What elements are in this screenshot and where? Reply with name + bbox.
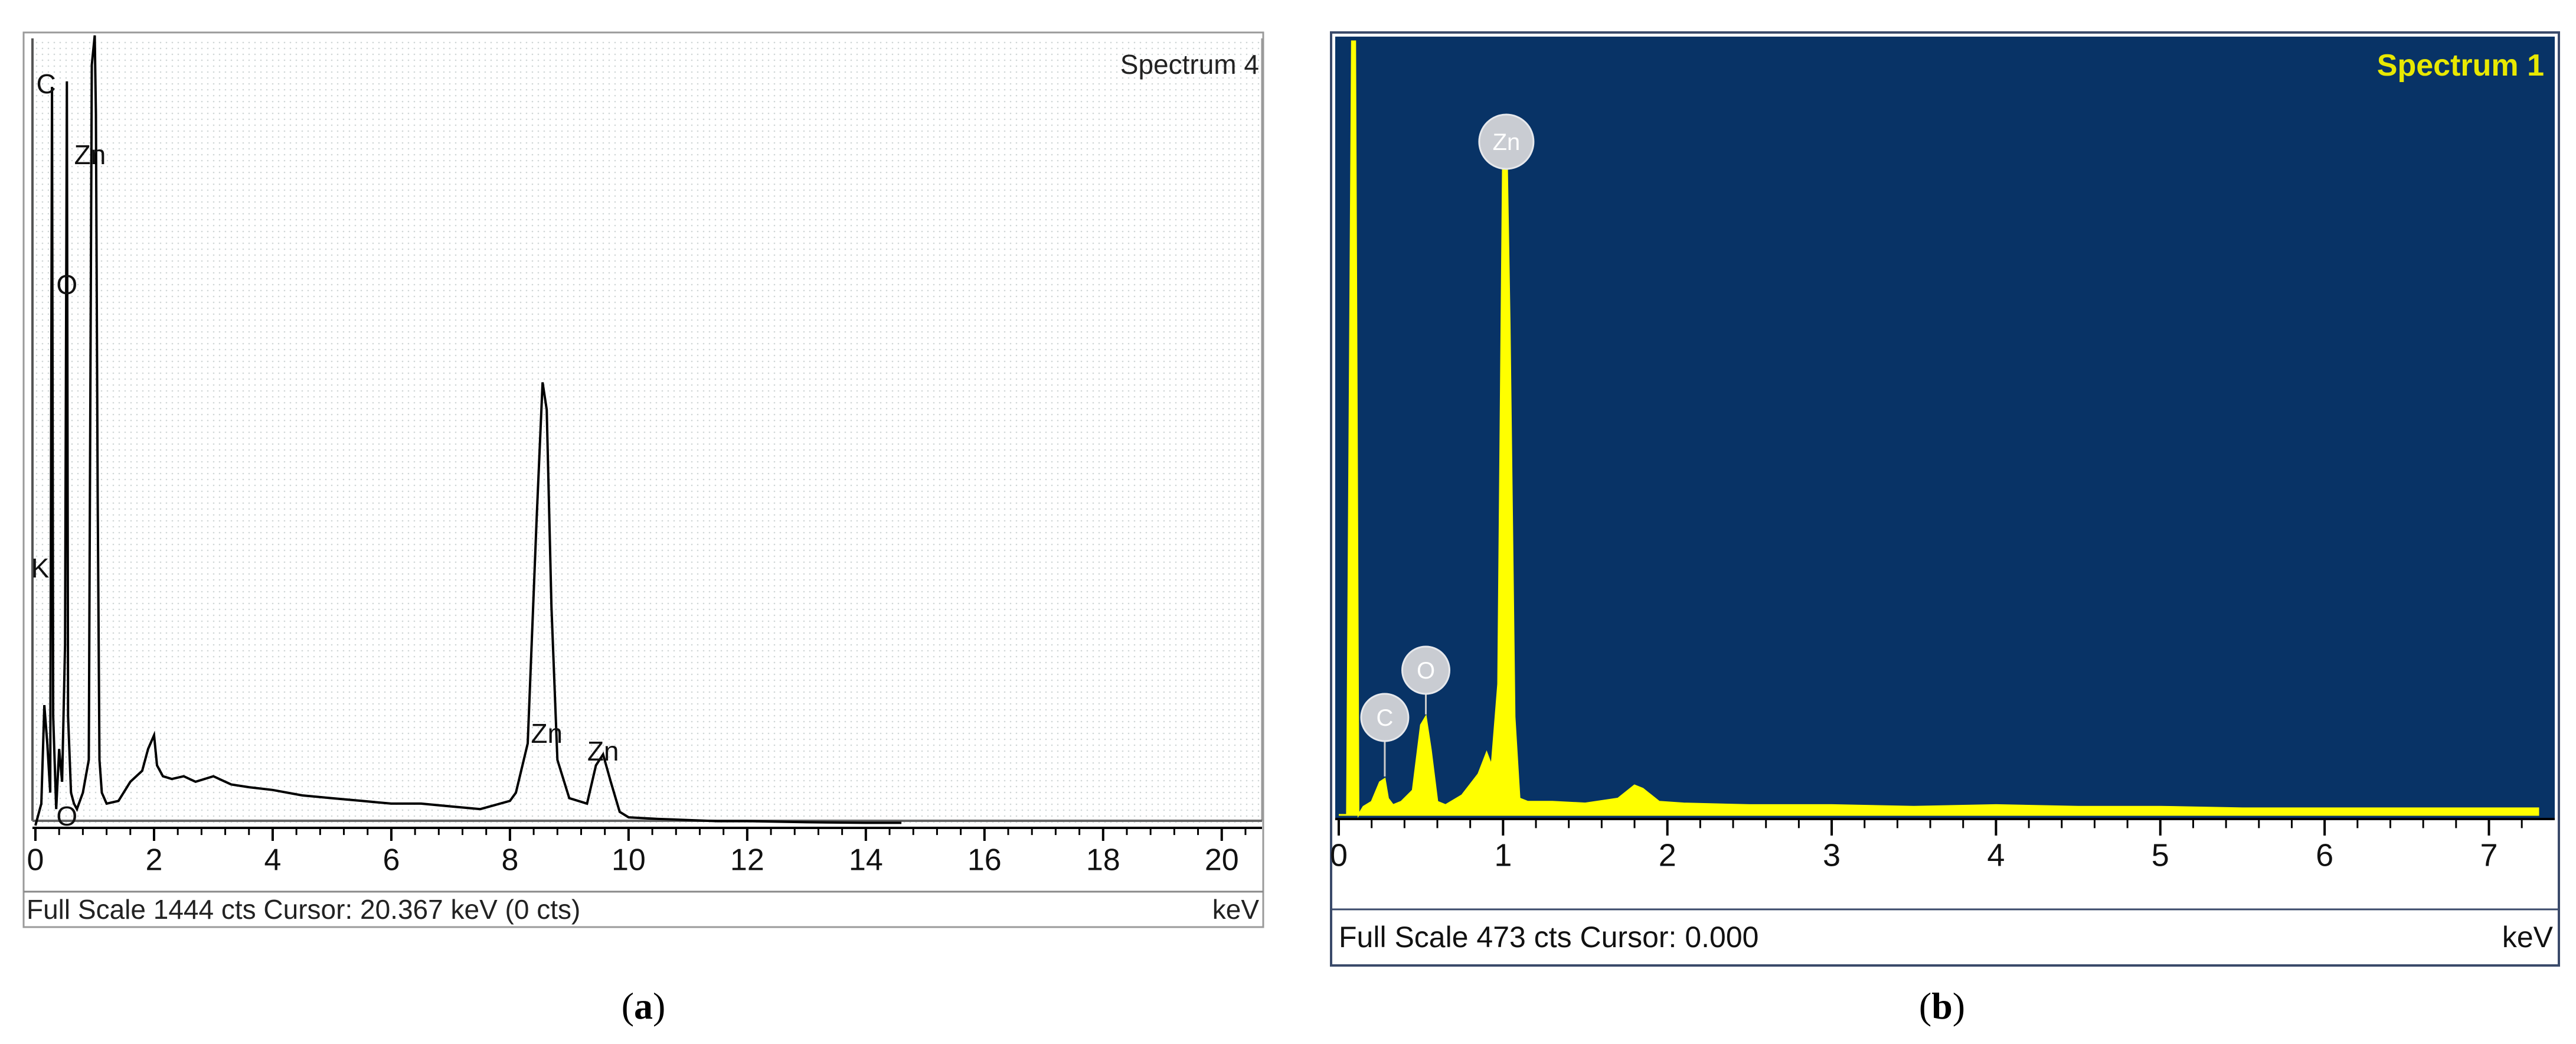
panel-a-spectrum-label: Spectrum 4: [1120, 49, 1259, 80]
panel-b-caption: (b): [1919, 985, 1965, 1027]
peak-label-zn: Zn: [531, 718, 563, 749]
x-tick-label: 14: [849, 843, 883, 877]
panel-b-peak-labels: CO Zn: [1360, 113, 1535, 777]
peak-label-c: C: [1376, 705, 1393, 731]
panel-a-peak-labels: C O O K Zn Zn Zn: [31, 68, 619, 831]
x-tick-label: 8: [501, 843, 518, 877]
x-tick-label: 18: [1086, 843, 1120, 877]
panel-b: 0 1 2 3 4 5 6 7 CO Zn Spectrum 1 Full Scale 473 …: [1330, 31, 2560, 1027]
x-tick-label: 6: [383, 843, 400, 877]
peak-label-o: O: [1417, 658, 1435, 684]
panel-a-x-axis-label: keV: [1212, 894, 1260, 925]
x-tick-label: 2: [146, 843, 163, 877]
panel-b-plot-area: [1335, 37, 2555, 819]
panel-a-spectrum-trace: [34, 35, 902, 826]
x-tick-label: 7: [2480, 837, 2497, 873]
panel-a-caption: (a): [622, 985, 666, 1027]
peak-label-o: O: [56, 801, 77, 831]
x-tick-label: 0: [27, 843, 44, 877]
peak-marker-c: [1360, 693, 1410, 742]
x-tick-label: 6: [2316, 837, 2333, 873]
x-tick-label: 4: [264, 843, 281, 877]
peak-label-zn: Zn: [74, 139, 106, 170]
x-tick-label: 16: [967, 843, 1002, 877]
peak-label-zn: Zn: [587, 736, 619, 766]
x-tick-label: 20: [1205, 843, 1239, 877]
x-tick-label: 0: [1330, 837, 1348, 873]
peak-label-c: C: [37, 68, 56, 99]
panel-a-footer-status: Full Scale 1444 cts Cursor: 20.367 keV (…: [27, 894, 580, 925]
x-tick-label: 2: [1659, 837, 1676, 873]
panel-a-x-ticks: 0 2 4 6 8 10 12 14 16 18 20: [27, 828, 1247, 877]
panel-a-plot-area: [32, 38, 1260, 827]
peak-marker-zn: [1478, 113, 1535, 170]
x-tick-label: 5: [2152, 837, 2169, 873]
x-tick-label: 3: [1823, 837, 1841, 873]
x-tick-label: 12: [730, 843, 764, 877]
panel-b-x-axis-label: keV: [2502, 921, 2554, 954]
peak-label-k: K: [31, 553, 50, 583]
panel-b-spectrum-label: Spectrum 1: [2377, 48, 2544, 83]
x-tick-label: 1: [1494, 837, 1512, 873]
x-tick-label: 10: [612, 843, 646, 877]
panel-b-footer-status: Full Scale 473 cts Cursor: 0.000: [1339, 921, 1758, 954]
peak-label-o: O: [56, 269, 77, 300]
x-tick-label: 4: [1987, 837, 2005, 873]
peak-marker-o: [1401, 645, 1451, 695]
panel-b-x-ticks: 0 1 2 3 4 5 6 7: [1330, 819, 2523, 873]
peak-label-zn: Zn: [1493, 129, 1521, 155]
